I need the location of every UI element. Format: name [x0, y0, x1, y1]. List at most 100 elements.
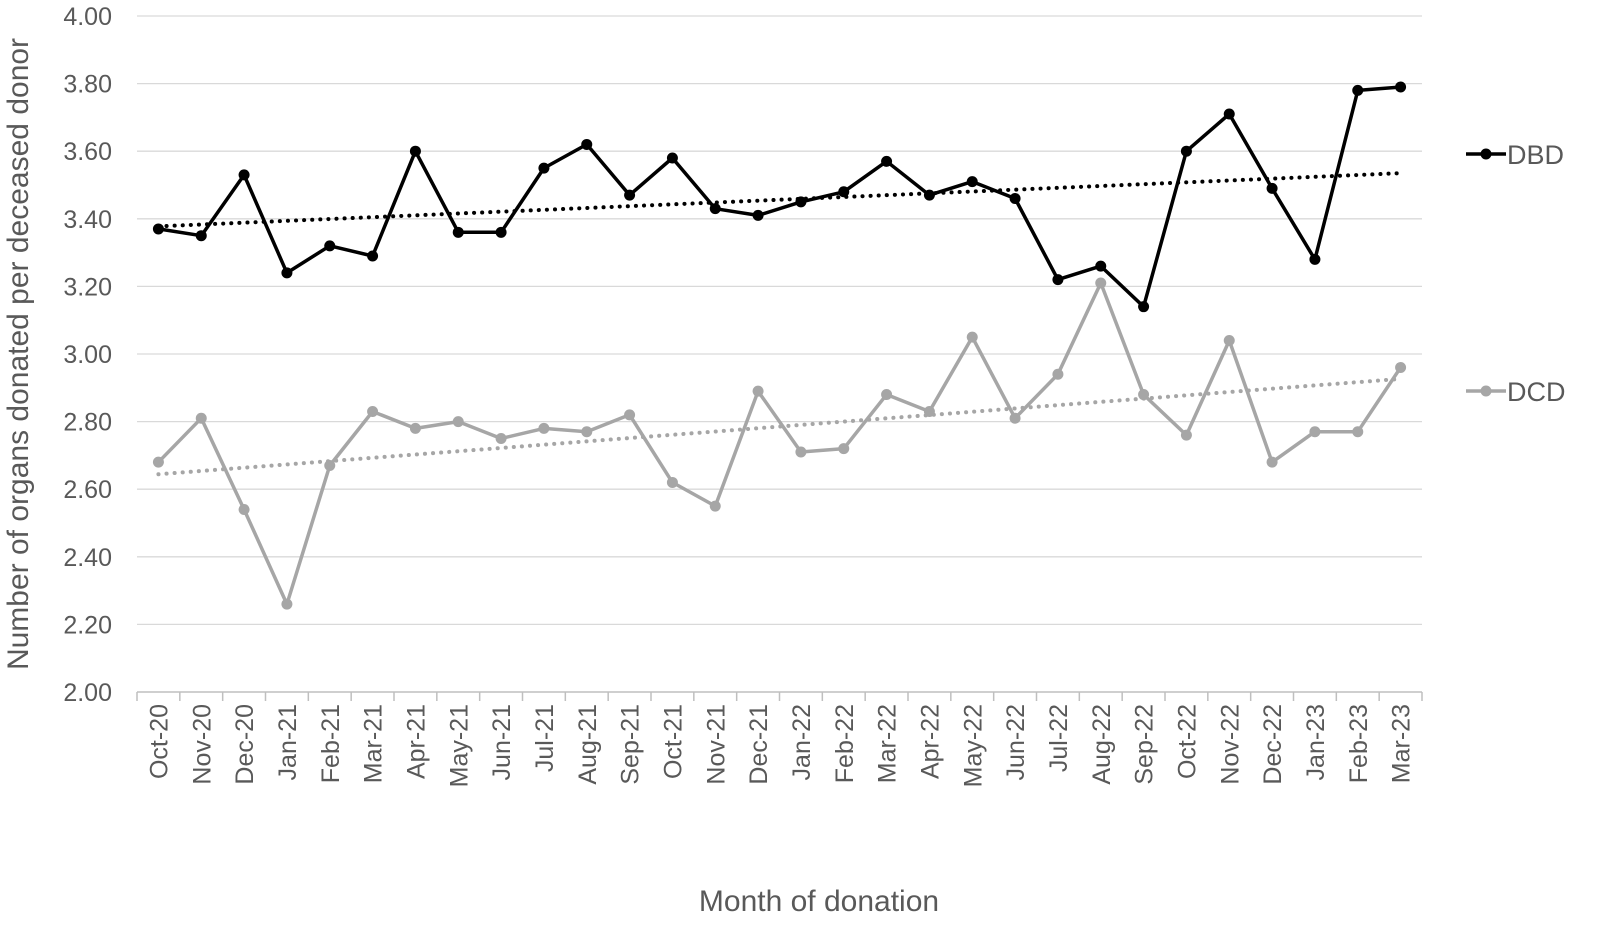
x-tick-label: Mar-21 [360, 704, 388, 783]
legend-label: DCD [1507, 377, 1566, 407]
data-point [966, 176, 978, 188]
y-tick-label: 3.60 [63, 138, 112, 166]
data-point [666, 152, 678, 164]
data-point [538, 422, 550, 434]
data-point [795, 446, 807, 458]
series-line-dbd [158, 85, 1401, 309]
series-dbd [152, 81, 1407, 313]
data-point [538, 162, 550, 174]
y-tick-label: 3.80 [63, 71, 112, 99]
data-point [452, 226, 464, 238]
x-tick-label: Aug-22 [1088, 704, 1116, 785]
y-tick-label: 2.80 [63, 409, 112, 437]
data-point [195, 230, 207, 242]
data-point [1395, 362, 1407, 374]
data-point [923, 405, 935, 417]
data-point [152, 223, 164, 235]
gridlines [137, 15, 1422, 626]
x-tick-label: Jun-22 [1002, 704, 1030, 780]
data-point [495, 433, 507, 444]
y-tick-label: 3.00 [63, 341, 112, 369]
data-point [624, 189, 636, 201]
y-tick-label: 2.40 [63, 544, 112, 572]
trendline-dbd [156, 171, 1403, 229]
legend-item-dbd: DBD [1466, 140, 1564, 170]
legend-swatch-marker [1480, 148, 1492, 160]
x-tick-label: Oct-22 [1173, 704, 1201, 779]
data-point [1052, 368, 1064, 380]
x-tick-label: Sep-22 [1131, 704, 1159, 785]
data-point [1095, 260, 1107, 272]
data-point [795, 196, 807, 208]
data-point [1223, 334, 1235, 346]
data-point [1309, 253, 1321, 265]
y-tick-label: 2.60 [63, 476, 112, 504]
x-tick-label: Jun-21 [488, 704, 516, 780]
data-point [281, 267, 293, 279]
x-tick-label: Apr-22 [916, 704, 944, 779]
data-point [752, 209, 764, 221]
data-point [1309, 426, 1321, 438]
data-point [1095, 277, 1107, 289]
x-tick-label: Mar-22 [874, 704, 902, 783]
data-point [324, 460, 336, 472]
data-point [1266, 456, 1278, 468]
x-tick-label: Sep-21 [617, 704, 645, 785]
axes [136, 691, 1423, 701]
data-point [452, 416, 464, 428]
data-point [1395, 81, 1407, 93]
y-tick-label: 4.00 [63, 3, 112, 31]
data-point [1138, 389, 1150, 401]
x-tick-label: Oct-20 [145, 704, 173, 779]
legend-label: DBD [1507, 140, 1564, 170]
data-point [752, 385, 764, 397]
data-point [1352, 426, 1364, 438]
data-point [367, 405, 379, 417]
data-point [152, 456, 164, 468]
data-point [624, 409, 636, 421]
data-point [1180, 145, 1192, 157]
legend: DBD DCD [1466, 140, 1566, 407]
x-tick-label: Oct-21 [659, 704, 687, 779]
data-point [409, 145, 421, 157]
x-tick-label: Aug-21 [574, 704, 602, 785]
data-point [666, 476, 678, 488]
data-point [1352, 84, 1364, 96]
x-tick-label: Mar-23 [1388, 704, 1416, 783]
data-point [1266, 182, 1278, 194]
data-point [1223, 108, 1235, 120]
x-tick-label: Dec-22 [1259, 704, 1287, 785]
data-point [709, 500, 721, 512]
data-point [581, 138, 593, 150]
x-tick-label: Nov-22 [1216, 704, 1244, 785]
y-tick-labels: 2.00 2.20 2.40 2.60 2.80 3.00 3.20 3.40 3.60 3.80… [63, 3, 112, 707]
x-tick-label: Jul-21 [531, 704, 559, 772]
x-tick-label: Jan-21 [274, 704, 302, 780]
x-tick-label: Feb-23 [1345, 704, 1373, 783]
data-point [367, 250, 379, 262]
data-point [838, 186, 850, 198]
x-tick-label: May-21 [445, 704, 473, 787]
x-tick-label: Feb-21 [317, 704, 345, 783]
data-point [581, 426, 593, 438]
x-tick-labels: Oct-20 Nov-20 Dec-20 Jan-21 Feb-21 Mar-21 Apr-… [145, 704, 1415, 787]
data-point [1009, 193, 1021, 205]
y-tick-label: 2.00 [63, 679, 112, 707]
x-tick-label: Jan-22 [788, 704, 816, 780]
x-tick-label: Feb-22 [831, 704, 859, 783]
y-tick-label: 2.20 [63, 611, 112, 639]
x-tick-label: Dec-21 [745, 704, 773, 785]
data-point [838, 443, 850, 455]
y-axis-title: Number of organs donated per deceased do… [2, 38, 35, 670]
data-point [409, 422, 421, 434]
x-tick-label: Apr-21 [402, 704, 430, 779]
legend-swatch-marker [1480, 385, 1492, 397]
x-tick-label: May-22 [959, 704, 987, 787]
data-point [1052, 274, 1064, 286]
data-point [495, 226, 507, 238]
data-point [195, 412, 207, 424]
data-point [238, 503, 250, 515]
legend-item-dcd: DCD [1466, 377, 1566, 407]
data-point [324, 240, 336, 252]
